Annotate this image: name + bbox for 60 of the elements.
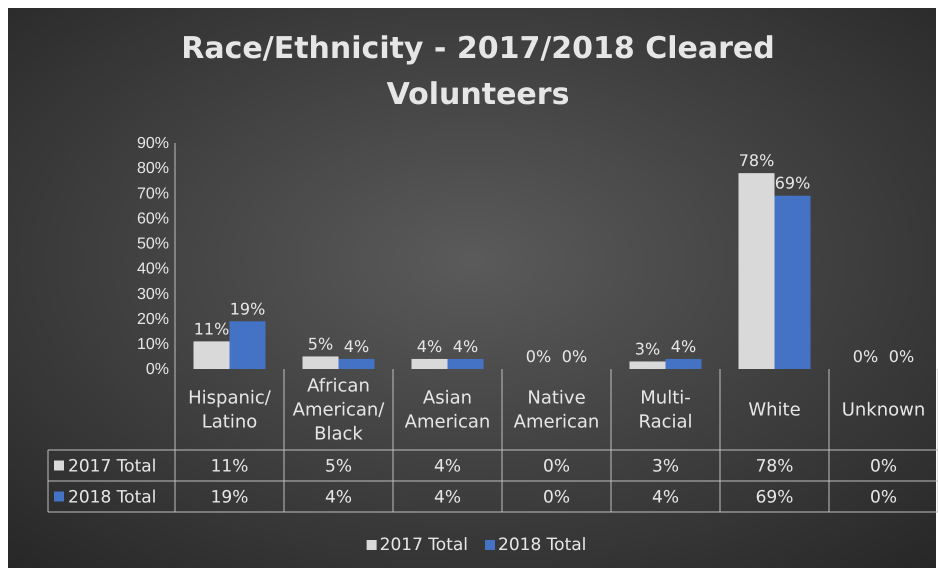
y-tick-label: 10% <box>136 336 169 354</box>
text: 4% <box>452 336 478 356</box>
text: 0% <box>526 347 552 366</box>
bar <box>448 358 484 369</box>
bar <box>230 321 266 369</box>
text: 69% <box>774 174 810 193</box>
y-tick-label: 70% <box>136 185 169 202</box>
x-tick-label: Multi-Racial <box>638 388 693 432</box>
text: 3% <box>634 339 660 358</box>
text: 2017 Total <box>380 535 468 555</box>
data-label: 0% <box>870 456 897 476</box>
y-tick-label: 30% <box>136 286 169 303</box>
text: 4% <box>416 336 442 356</box>
text: 0% <box>852 347 878 366</box>
bar <box>194 341 230 369</box>
chart-title: Race/Ethnicity - 2017/2018 Cleared Volunteers <box>181 31 775 112</box>
text: 4% <box>670 336 696 356</box>
bar <box>738 173 774 369</box>
bar <box>774 196 810 369</box>
data-label: 4% <box>652 488 679 508</box>
data-label: 0% <box>870 488 897 508</box>
text: 78% <box>738 151 774 170</box>
y-tick-label: 90% <box>136 135 169 152</box>
text: 11% <box>194 319 230 338</box>
bar <box>412 358 448 369</box>
bar <box>630 361 666 369</box>
data-label: 11% <box>210 456 248 476</box>
x-tick-label: White <box>748 400 801 420</box>
text: 0% <box>562 347 588 366</box>
y-tick-label: 40% <box>136 260 169 278</box>
y-tick-label: 60% <box>136 210 169 228</box>
text: 2018 Total <box>498 535 586 555</box>
y-tick-label: 50% <box>136 236 169 253</box>
data-label: 5% <box>325 456 352 476</box>
data-label: 0% <box>543 488 570 508</box>
data-label: 3% <box>652 456 679 476</box>
data-label: 19% <box>210 488 248 508</box>
data-label: 4% <box>434 456 461 476</box>
x-tick-label: African American/Black <box>292 376 386 444</box>
y-tick-label: 0% <box>146 361 169 378</box>
bar <box>302 356 338 369</box>
x-tick-label: Asian American <box>404 388 490 432</box>
data-label: 4% <box>434 488 461 508</box>
data-label: 0% <box>543 456 570 476</box>
y-tick-label: 80% <box>136 160 169 178</box>
data-label: 78% <box>756 456 794 476</box>
text: 5% <box>308 334 334 354</box>
legend-label: 2018 Total <box>68 488 156 508</box>
data-label: 69% <box>756 488 794 508</box>
legend-label: 2017 Total <box>68 456 156 476</box>
bar <box>338 358 374 369</box>
y-tick-label: 20% <box>136 310 169 328</box>
bar <box>666 358 702 369</box>
x-tick-label: Unknown <box>842 400 926 420</box>
text: 19% <box>230 299 266 318</box>
text: 0% <box>888 347 914 366</box>
x-tick-label: Hispanic/Latino <box>188 388 272 432</box>
data-label: 4% <box>325 488 352 508</box>
x-tick-label: Native American <box>514 388 600 432</box>
text: 4% <box>344 336 370 356</box>
